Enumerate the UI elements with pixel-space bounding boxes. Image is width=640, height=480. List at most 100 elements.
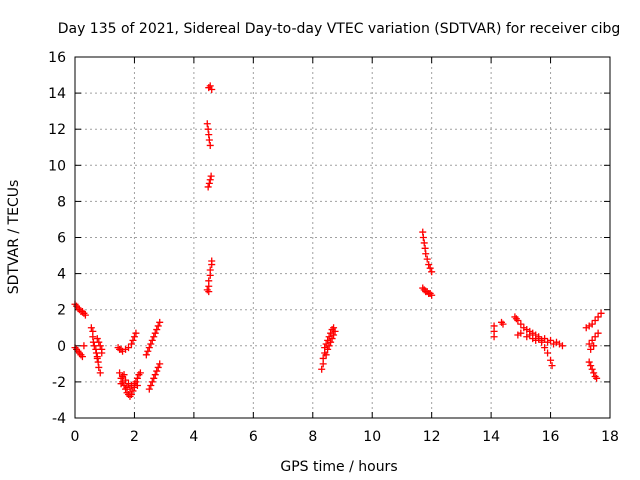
x-tick-label: 4	[189, 429, 198, 445]
data-point	[330, 324, 338, 332]
data-point	[87, 324, 95, 332]
data-point	[331, 327, 339, 335]
x-tick-label: 12	[423, 429, 441, 445]
data-point	[490, 333, 498, 341]
data-point	[90, 342, 98, 350]
data-point	[526, 331, 534, 339]
data-point	[127, 340, 135, 348]
chart-title: Day 135 of 2021, Sidereal Day-to-day VTE…	[58, 21, 621, 37]
y-tick-label: 16	[48, 50, 66, 66]
data-point	[588, 365, 596, 373]
data-point	[78, 353, 86, 361]
data-point	[328, 335, 336, 343]
data-point	[535, 333, 543, 341]
x-tick-label: 6	[249, 429, 258, 445]
data-point	[156, 318, 164, 326]
data-point	[426, 264, 434, 272]
data-point	[136, 369, 144, 377]
data-point	[145, 344, 153, 352]
data-point	[585, 340, 593, 348]
y-tick-label: 2	[57, 303, 66, 319]
data-point	[148, 336, 156, 344]
x-tick-label: 18	[601, 429, 619, 445]
data-point	[80, 342, 88, 350]
data-point	[204, 183, 212, 191]
data-point	[322, 351, 330, 359]
y-tick-label: -2	[52, 375, 66, 391]
data-point	[594, 313, 602, 321]
x-tick-label: 0	[71, 429, 80, 445]
data-point	[145, 385, 153, 393]
data-point	[154, 363, 162, 371]
data-point	[587, 345, 595, 353]
x-tick-label: 16	[542, 429, 560, 445]
data-point	[428, 268, 436, 276]
data-point	[541, 344, 549, 352]
y-tick-label: 14	[48, 86, 66, 102]
data-points	[71, 82, 605, 400]
data-point	[420, 239, 428, 247]
y-tick-label: 4	[57, 267, 66, 283]
data-point	[150, 374, 158, 382]
data-point	[205, 288, 213, 296]
y-tick-label: 12	[48, 122, 66, 138]
data-point	[325, 342, 333, 350]
y-tick-label: 6	[57, 231, 66, 247]
data-point	[81, 311, 89, 319]
data-point	[150, 333, 158, 341]
data-point	[588, 320, 596, 328]
data-point	[93, 354, 101, 362]
data-point	[133, 382, 141, 390]
data-point	[96, 369, 104, 377]
data-point	[126, 385, 134, 393]
data-point	[591, 317, 599, 325]
data-point	[205, 136, 213, 144]
data-point	[133, 374, 141, 382]
data-point	[330, 331, 338, 339]
data-point	[147, 340, 155, 348]
data-point	[142, 351, 150, 359]
data-point	[156, 360, 164, 368]
data-point	[532, 336, 540, 344]
data-point	[597, 309, 605, 317]
data-point	[120, 371, 128, 379]
data-point	[587, 362, 595, 370]
data-point	[130, 333, 138, 341]
data-point	[153, 326, 161, 334]
data-point	[129, 336, 137, 344]
data-point	[95, 363, 103, 371]
data-point	[127, 391, 135, 399]
data-point	[590, 369, 598, 377]
x-tick-label: 10	[363, 429, 381, 445]
data-point	[594, 329, 602, 337]
data-point	[147, 382, 155, 390]
data-point	[206, 176, 214, 184]
data-point	[558, 342, 566, 350]
data-point	[544, 338, 552, 346]
data-point	[550, 340, 558, 348]
data-point	[499, 320, 507, 328]
data-point	[125, 344, 132, 352]
x-tick-label: 2	[130, 429, 139, 445]
x-tick-label: 14	[482, 429, 500, 445]
data-point	[96, 342, 104, 350]
data-point	[98, 349, 106, 357]
data-point	[206, 266, 214, 274]
data-point	[419, 234, 427, 241]
data-point	[428, 291, 436, 299]
data-point	[327, 338, 335, 346]
x-tick-label: 8	[308, 429, 317, 445]
data-point	[203, 120, 211, 128]
data-point	[206, 141, 214, 149]
data-point	[591, 333, 599, 341]
data-point	[151, 329, 159, 337]
data-point	[517, 329, 525, 337]
data-point	[425, 261, 433, 269]
data-point	[548, 362, 556, 370]
data-point	[205, 179, 213, 187]
y-tick-label: 10	[48, 158, 66, 174]
data-point	[95, 338, 103, 346]
y-tick-label: -4	[52, 411, 66, 427]
data-point	[93, 335, 101, 343]
